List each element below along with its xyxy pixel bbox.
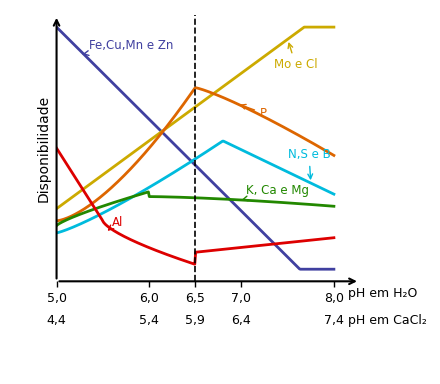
Text: 5,4: 5,4 — [139, 314, 159, 327]
Text: pH em CaCl₂: pH em CaCl₂ — [348, 314, 427, 327]
Text: N,S e B: N,S e B — [288, 148, 330, 179]
Text: K, Ca e Mg: K, Ca e Mg — [243, 184, 309, 201]
Text: 5,9: 5,9 — [185, 314, 205, 327]
Text: Mo e Cl: Mo e Cl — [274, 43, 317, 71]
Y-axis label: Disponibilidade: Disponibilidade — [37, 94, 51, 202]
Text: 4,4: 4,4 — [47, 314, 66, 327]
Text: Al: Al — [109, 216, 123, 230]
Text: 7,4: 7,4 — [324, 314, 344, 327]
Text: Fe,Cu,Mn e Zn: Fe,Cu,Mn e Zn — [83, 39, 173, 55]
Text: 6,4: 6,4 — [231, 314, 251, 327]
Text: pH em H₂O: pH em H₂O — [348, 287, 417, 300]
Text: P: P — [241, 104, 267, 120]
